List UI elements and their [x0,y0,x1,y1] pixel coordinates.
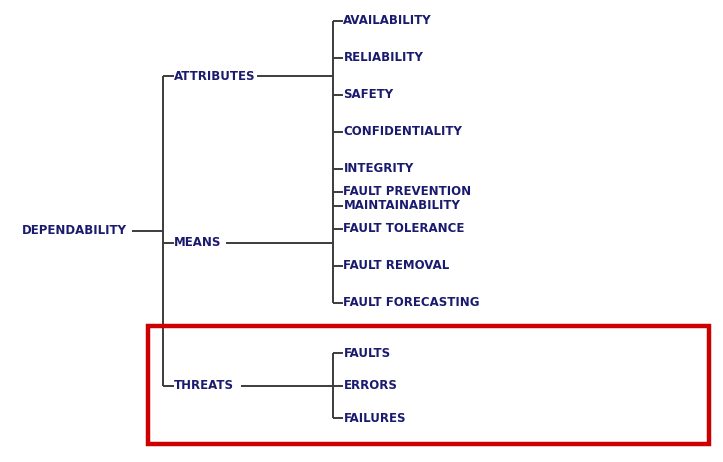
Text: ERRORS: ERRORS [343,379,398,392]
Text: SAFETY: SAFETY [343,88,393,101]
Text: AVAILABILITY: AVAILABILITY [343,14,432,27]
Text: MEANS: MEANS [174,236,221,249]
Text: RELIABILITY: RELIABILITY [343,51,423,64]
Text: FAULT FORECASTING: FAULT FORECASTING [343,296,480,309]
Text: ATTRIBUTES: ATTRIBUTES [174,70,255,83]
Text: FAULTS: FAULTS [343,347,390,360]
Text: THREATS: THREATS [174,379,234,392]
Text: MAINTAINABILITY: MAINTAINABILITY [343,199,461,212]
Bar [148,326,709,444]
Text: FAULT TOLERANCE: FAULT TOLERANCE [343,222,465,235]
Text: FAILURES: FAILURES [343,412,406,425]
Text: INTEGRITY: INTEGRITY [343,162,414,175]
Text: CONFIDENTIALITY: CONFIDENTIALITY [343,125,462,138]
Text: FAULT PREVENTION: FAULT PREVENTION [343,185,471,198]
Text: DEPENDABILITY: DEPENDABILITY [22,225,127,237]
Text: FAULT REMOVAL: FAULT REMOVAL [343,259,450,272]
